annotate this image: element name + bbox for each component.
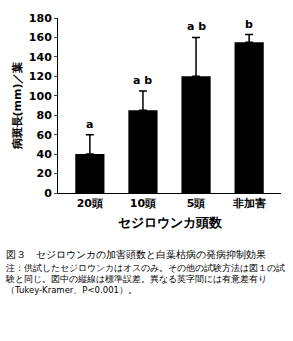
- svg-text:a b: a b: [133, 74, 152, 87]
- svg-text:0: 0: [44, 187, 52, 200]
- svg-text:b: b: [245, 18, 253, 31]
- svg-text:80: 80: [36, 109, 52, 122]
- svg-text:5頭: 5頭: [187, 197, 206, 210]
- html-text:図３ セジロウンカの加害頭数と白葉枯病の発病抑制効果: 図３ セジロウンカの加害頭数と白葉枯病の発病抑制効果: [6, 249, 266, 260]
- svg-text:120: 120: [29, 70, 52, 83]
- svg-text:40: 40: [36, 148, 52, 161]
- svg-text:病斑長(mm)／葉: 病斑長(mm)／葉: [11, 62, 24, 151]
- svg-text:a b: a b: [187, 20, 206, 33]
- svg-text:140: 140: [29, 51, 52, 64]
- svg-text:160: 160: [29, 31, 52, 44]
- svg-text:180: 180: [29, 12, 52, 25]
- svg-text:10頭: 10頭: [130, 197, 156, 210]
- svg-text:セジロウンカ頭数: セジロウンカ頭数: [118, 215, 223, 230]
- svg-text:100: 100: [29, 90, 52, 103]
- html-text:注：供試したセジロウンカはオスのみ。その他の試験方法は図１の: 注：供試したセジロウンカはオスのみ。その他の試験方法は図１の試験と同じ。図中の縦…: [6, 263, 285, 295]
- svg-text:60: 60: [36, 129, 52, 142]
- svg-text:a: a: [86, 118, 93, 131]
- svg-text:非加害: 非加害: [232, 197, 266, 210]
- svg-text:20頭: 20頭: [77, 197, 103, 210]
- svg-text:20: 20: [36, 167, 52, 180]
